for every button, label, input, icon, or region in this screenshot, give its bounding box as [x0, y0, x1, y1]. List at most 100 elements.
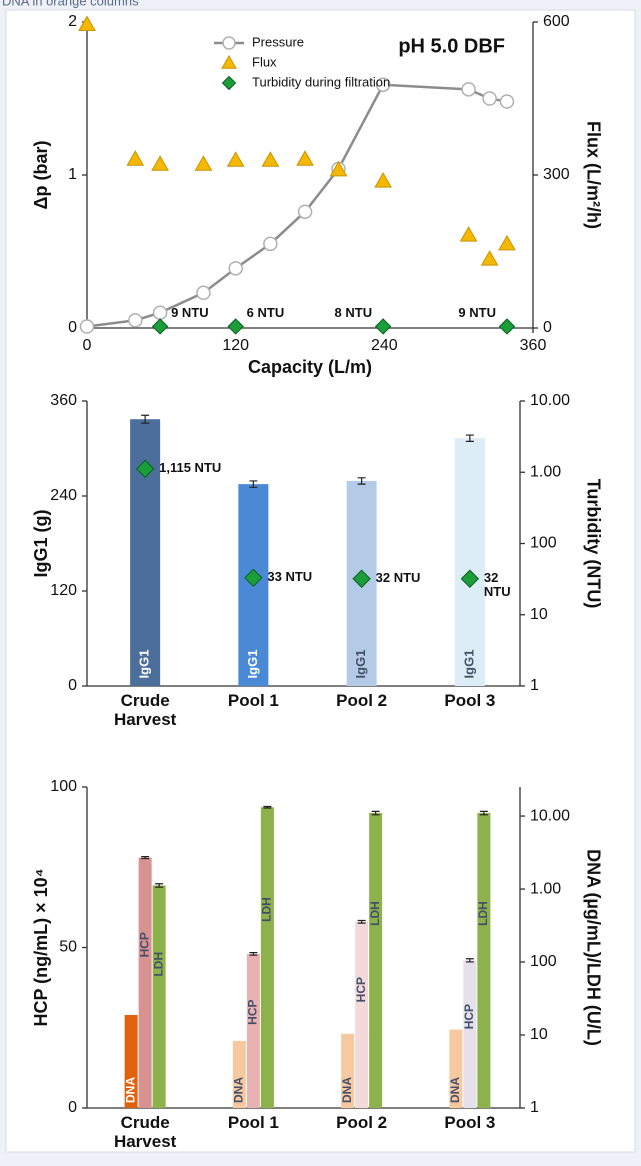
x-axis-label: Capacity (L/m): [248, 357, 372, 377]
turbidity-point: [227, 318, 244, 335]
y-tick-label: 240: [50, 487, 77, 504]
y-tick-label: 120: [50, 582, 77, 599]
y2-tick-label: 0: [543, 319, 552, 336]
y2-tick-label: 10: [530, 606, 548, 623]
bar-label: HCP: [137, 932, 151, 957]
bar: [341, 1033, 355, 1108]
error-bar: [371, 810, 380, 816]
bar-label: IgG1: [245, 650, 260, 679]
flux-point: [226, 151, 245, 167]
bar-label: DNA: [448, 1077, 462, 1103]
flux-point: [296, 150, 314, 166]
y2-tick-label: 100: [530, 535, 557, 552]
x-tick-label: 240: [371, 337, 398, 354]
legend-label: Turbidity during filtration: [252, 74, 390, 89]
category-label: Pool 3: [444, 691, 496, 710]
pressure-point: [196, 285, 211, 301]
bar: [138, 857, 152, 1108]
turbidity-point: [374, 318, 392, 335]
turbidity-label: 8 NTU: [335, 305, 373, 320]
x-tick-label: 360: [520, 337, 547, 354]
turbidity-point: [244, 568, 263, 588]
turbidity-point: [498, 318, 516, 335]
y-tick-label: 1: [68, 166, 77, 183]
bar-label: LDH: [151, 952, 165, 977]
turbidity-point: [352, 569, 371, 588]
x-tick-label: 120: [222, 337, 249, 354]
flux-point: [261, 151, 280, 167]
y-axis-label: Δp (bar): [31, 141, 51, 210]
legend-label: Flux: [252, 54, 277, 69]
y-axis-label: IgG1 (g): [31, 510, 51, 578]
error-bar: [249, 952, 258, 956]
bar: [463, 960, 477, 1108]
turbidity-label: 33 NTU: [267, 568, 313, 584]
bar-label: DNA: [340, 1077, 354, 1103]
flux-point: [480, 250, 499, 266]
x-tick-label: 0: [83, 337, 92, 354]
bar-label: DNA: [123, 1077, 137, 1103]
bar-label: DNA: [232, 1077, 246, 1103]
bar: [232, 1040, 246, 1108]
y2-axis-label: DNA (µg/mL)/LDH (U/L): [583, 849, 603, 1046]
turbidity-point: [460, 569, 480, 588]
error-bar: [155, 883, 164, 888]
error-bar: [141, 414, 150, 424]
y2-tick-label: 10.00: [530, 807, 570, 824]
y2-tick-label: 300: [543, 166, 570, 183]
y2-axis-label: Turbidity (NTU): [583, 479, 603, 609]
caption: DNA in orange columns: [2, 0, 139, 8]
legend-marker: [221, 75, 237, 91]
error-bar: [465, 958, 474, 963]
error-bar: [357, 477, 366, 485]
bar: [449, 1029, 463, 1108]
y2-tick-label: 10: [530, 1026, 548, 1043]
flux-point: [126, 150, 145, 166]
error-bar: [357, 919, 366, 924]
bar-label: IgG1: [461, 650, 476, 679]
pressure-point: [228, 261, 243, 276]
y2-tick-label: 100: [530, 953, 557, 970]
y2-tick-label: 1: [530, 1099, 539, 1116]
flux-point: [374, 172, 392, 188]
y-tick-label: 50: [59, 939, 77, 956]
y2-axis-label: Flux (L/m²/h): [583, 121, 603, 229]
pressure-point: [152, 305, 168, 320]
flux-point: [498, 234, 516, 251]
pressure-point: [375, 77, 391, 92]
y-tick-label: 2: [68, 13, 77, 30]
panel: [5, 9, 636, 1153]
y-tick-label: 0: [68, 1099, 77, 1116]
error-bar: [479, 810, 488, 816]
category-label: Pool 3: [444, 1113, 496, 1132]
y2-tick-label: 600: [543, 13, 570, 30]
turbidity-label: 9 NTU: [171, 305, 209, 320]
bar-label: IgG1: [353, 650, 368, 679]
y-axis-label: HCP (ng/mL) × 10⁴: [31, 868, 51, 1026]
turbidity-label: 1,115 NTU: [159, 459, 222, 475]
turbidity-label: 9 NTU: [458, 305, 496, 320]
turbidity-point: [151, 318, 169, 335]
pressure-point: [499, 94, 515, 109]
pressure-point: [128, 313, 143, 328]
bar-label: HCP: [354, 977, 368, 1002]
category-label: Pool 2: [336, 691, 388, 710]
category-label: Pool 1: [227, 1113, 279, 1132]
bar: [454, 438, 485, 686]
category-label: Crude Harvest: [113, 691, 177, 729]
pressure-point: [297, 204, 313, 219]
bar: [477, 813, 491, 1108]
bar: [130, 419, 161, 686]
bar: [355, 921, 369, 1108]
annotation: pH 5.0 DBF: [398, 35, 505, 57]
y2-tick-label: 1.00: [530, 463, 561, 480]
bar: [246, 953, 260, 1108]
pressure-point: [461, 82, 476, 97]
flux-point: [329, 160, 348, 177]
error-bar: [249, 480, 258, 488]
error-bar: [141, 856, 150, 860]
legend-marker: [221, 54, 237, 69]
y2-tick-label: 1.00: [530, 880, 561, 897]
